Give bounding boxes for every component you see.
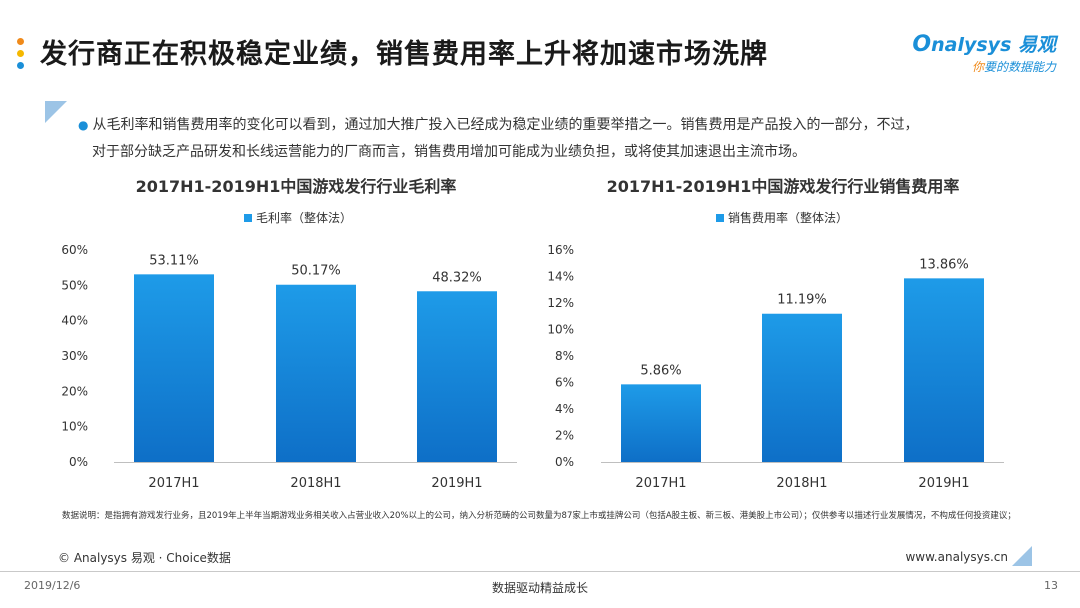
chart2-bar-2019H1 <box>904 278 984 462</box>
footer-slogan: 数据驱动精益成长 <box>491 581 588 595</box>
chart2-xtick-label: 2018H1 <box>776 476 827 491</box>
chart2-data-label: 5.86% <box>640 363 681 378</box>
chart2-ytick-label: 8% <box>555 349 574 363</box>
chart2-legend-label: 销售费用率（整体法） <box>728 210 848 225</box>
logo-tagline-text: 要的数据能力 <box>983 60 1056 74</box>
data-note: 数据说明：是指拥有游戏发行业务，且2019年上半年当期游戏业务相关收入占营业收入… <box>62 511 1016 521</box>
chart2-legend-swatch <box>716 214 724 222</box>
chart1-ytick-label: 20% <box>61 384 88 398</box>
report-date: 2019/12/6 <box>24 579 81 592</box>
chart1-xtick-label: 2019H1 <box>431 476 482 491</box>
chart2-ytick-label: 12% <box>547 296 574 310</box>
chart2-bar-2017H1 <box>621 384 701 462</box>
chart2-ytick-label: 16% <box>547 243 574 257</box>
blue-dot-icon <box>17 62 24 69</box>
chart2-data-label: 11.19% <box>777 293 827 308</box>
chart2-ytick-label: 10% <box>547 323 574 337</box>
chart2-xtick-label: 2019H1 <box>918 476 969 491</box>
chart2-data-label: 13.86% <box>919 257 969 272</box>
title-bullet-dots <box>17 38 25 74</box>
logo-brand-text: nalysys 易观 <box>931 34 1056 56</box>
intro-line-1-text: 从毛利率和销售费用率的变化可以看到，通过加大推广投入已经成为稳定业绩的重要举措之… <box>92 117 919 133</box>
chart1-ytick-label: 50% <box>61 278 88 292</box>
chart1-xtick-label: 2017H1 <box>148 476 199 491</box>
logo-initial: O <box>912 32 932 57</box>
chart1-legend-swatch <box>244 214 252 222</box>
chart1-data-label: 48.32% <box>432 270 482 285</box>
chart1-bar-2017H1 <box>134 274 214 462</box>
bullet-dot-icon: ● <box>78 118 89 132</box>
corner-triangle-decoration <box>45 101 67 123</box>
chart1-ytick-label: 10% <box>61 420 88 434</box>
chart1-bar-2019H1 <box>417 291 497 462</box>
chart1-data-label: 50.17% <box>291 264 341 279</box>
page-title: 发行商正在积极稳定业绩，销售费用率上升将加速市场洗牌 <box>40 39 768 70</box>
footer-divider <box>0 571 1080 572</box>
chart1-ytick-label: 40% <box>61 314 88 328</box>
chart2-title: 2017H1-2019H1中国游戏发行行业销售费用率 <box>607 177 960 196</box>
analysys-logo: Onalysys 易观 你要的数据能力 <box>912 30 1056 75</box>
chart1-ytick-label: 60% <box>61 243 88 257</box>
chart2-ytick-label: 6% <box>555 376 574 390</box>
orange-dot-icon <box>17 38 24 45</box>
chart2-ytick-label: 0% <box>555 455 574 469</box>
logo-tagline-accent: 你 <box>971 60 984 74</box>
copyright: © Analysys 易观 · Choice数据 <box>58 551 231 565</box>
chart2-bar-2018H1 <box>762 313 842 462</box>
chart2-ytick-label: 14% <box>547 270 574 284</box>
intro-paragraph: ● 从毛利率和销售费用率的变化可以看到，通过加大推广投入已经成为稳定业绩的重要举措… <box>78 112 1038 166</box>
page-number: 13 <box>1044 579 1058 592</box>
chart1-ytick-label: 30% <box>61 349 88 363</box>
intro-line-2: 对于部分缺乏产品研发和长线运营能力的厂商而言，销售费用增加可能成为业绩负担，或将… <box>92 144 806 160</box>
chart1-data-label: 53.11% <box>149 253 199 268</box>
logo-brand: Onalysys 易观 <box>912 30 1056 57</box>
chart2-ytick-label: 4% <box>555 402 574 416</box>
corner-triangle-decoration-right <box>1012 546 1032 566</box>
chart1-xtick-label: 2018H1 <box>290 476 341 491</box>
chart1-ytick-label: 0% <box>69 455 88 469</box>
chart2-xtick-label: 2017H1 <box>635 476 686 491</box>
yellow-dot-icon <box>17 50 24 57</box>
logo-tagline: 你要的数据能力 <box>912 58 1056 75</box>
chart1-legend-label: 毛利率（整体法） <box>256 210 352 225</box>
chart1-bar-2018H1 <box>276 284 356 462</box>
chart1-title: 2017H1-2019H1中国游戏发行行业毛利率 <box>136 177 457 196</box>
intro-line-1: ● 从毛利率和销售费用率的变化可以看到，通过加大推广投入已经成为稳定业绩的重要举措… <box>78 112 1038 139</box>
website-link[interactable]: www.analysys.cn <box>905 550 1008 564</box>
chart2-ytick-label: 2% <box>555 429 574 443</box>
